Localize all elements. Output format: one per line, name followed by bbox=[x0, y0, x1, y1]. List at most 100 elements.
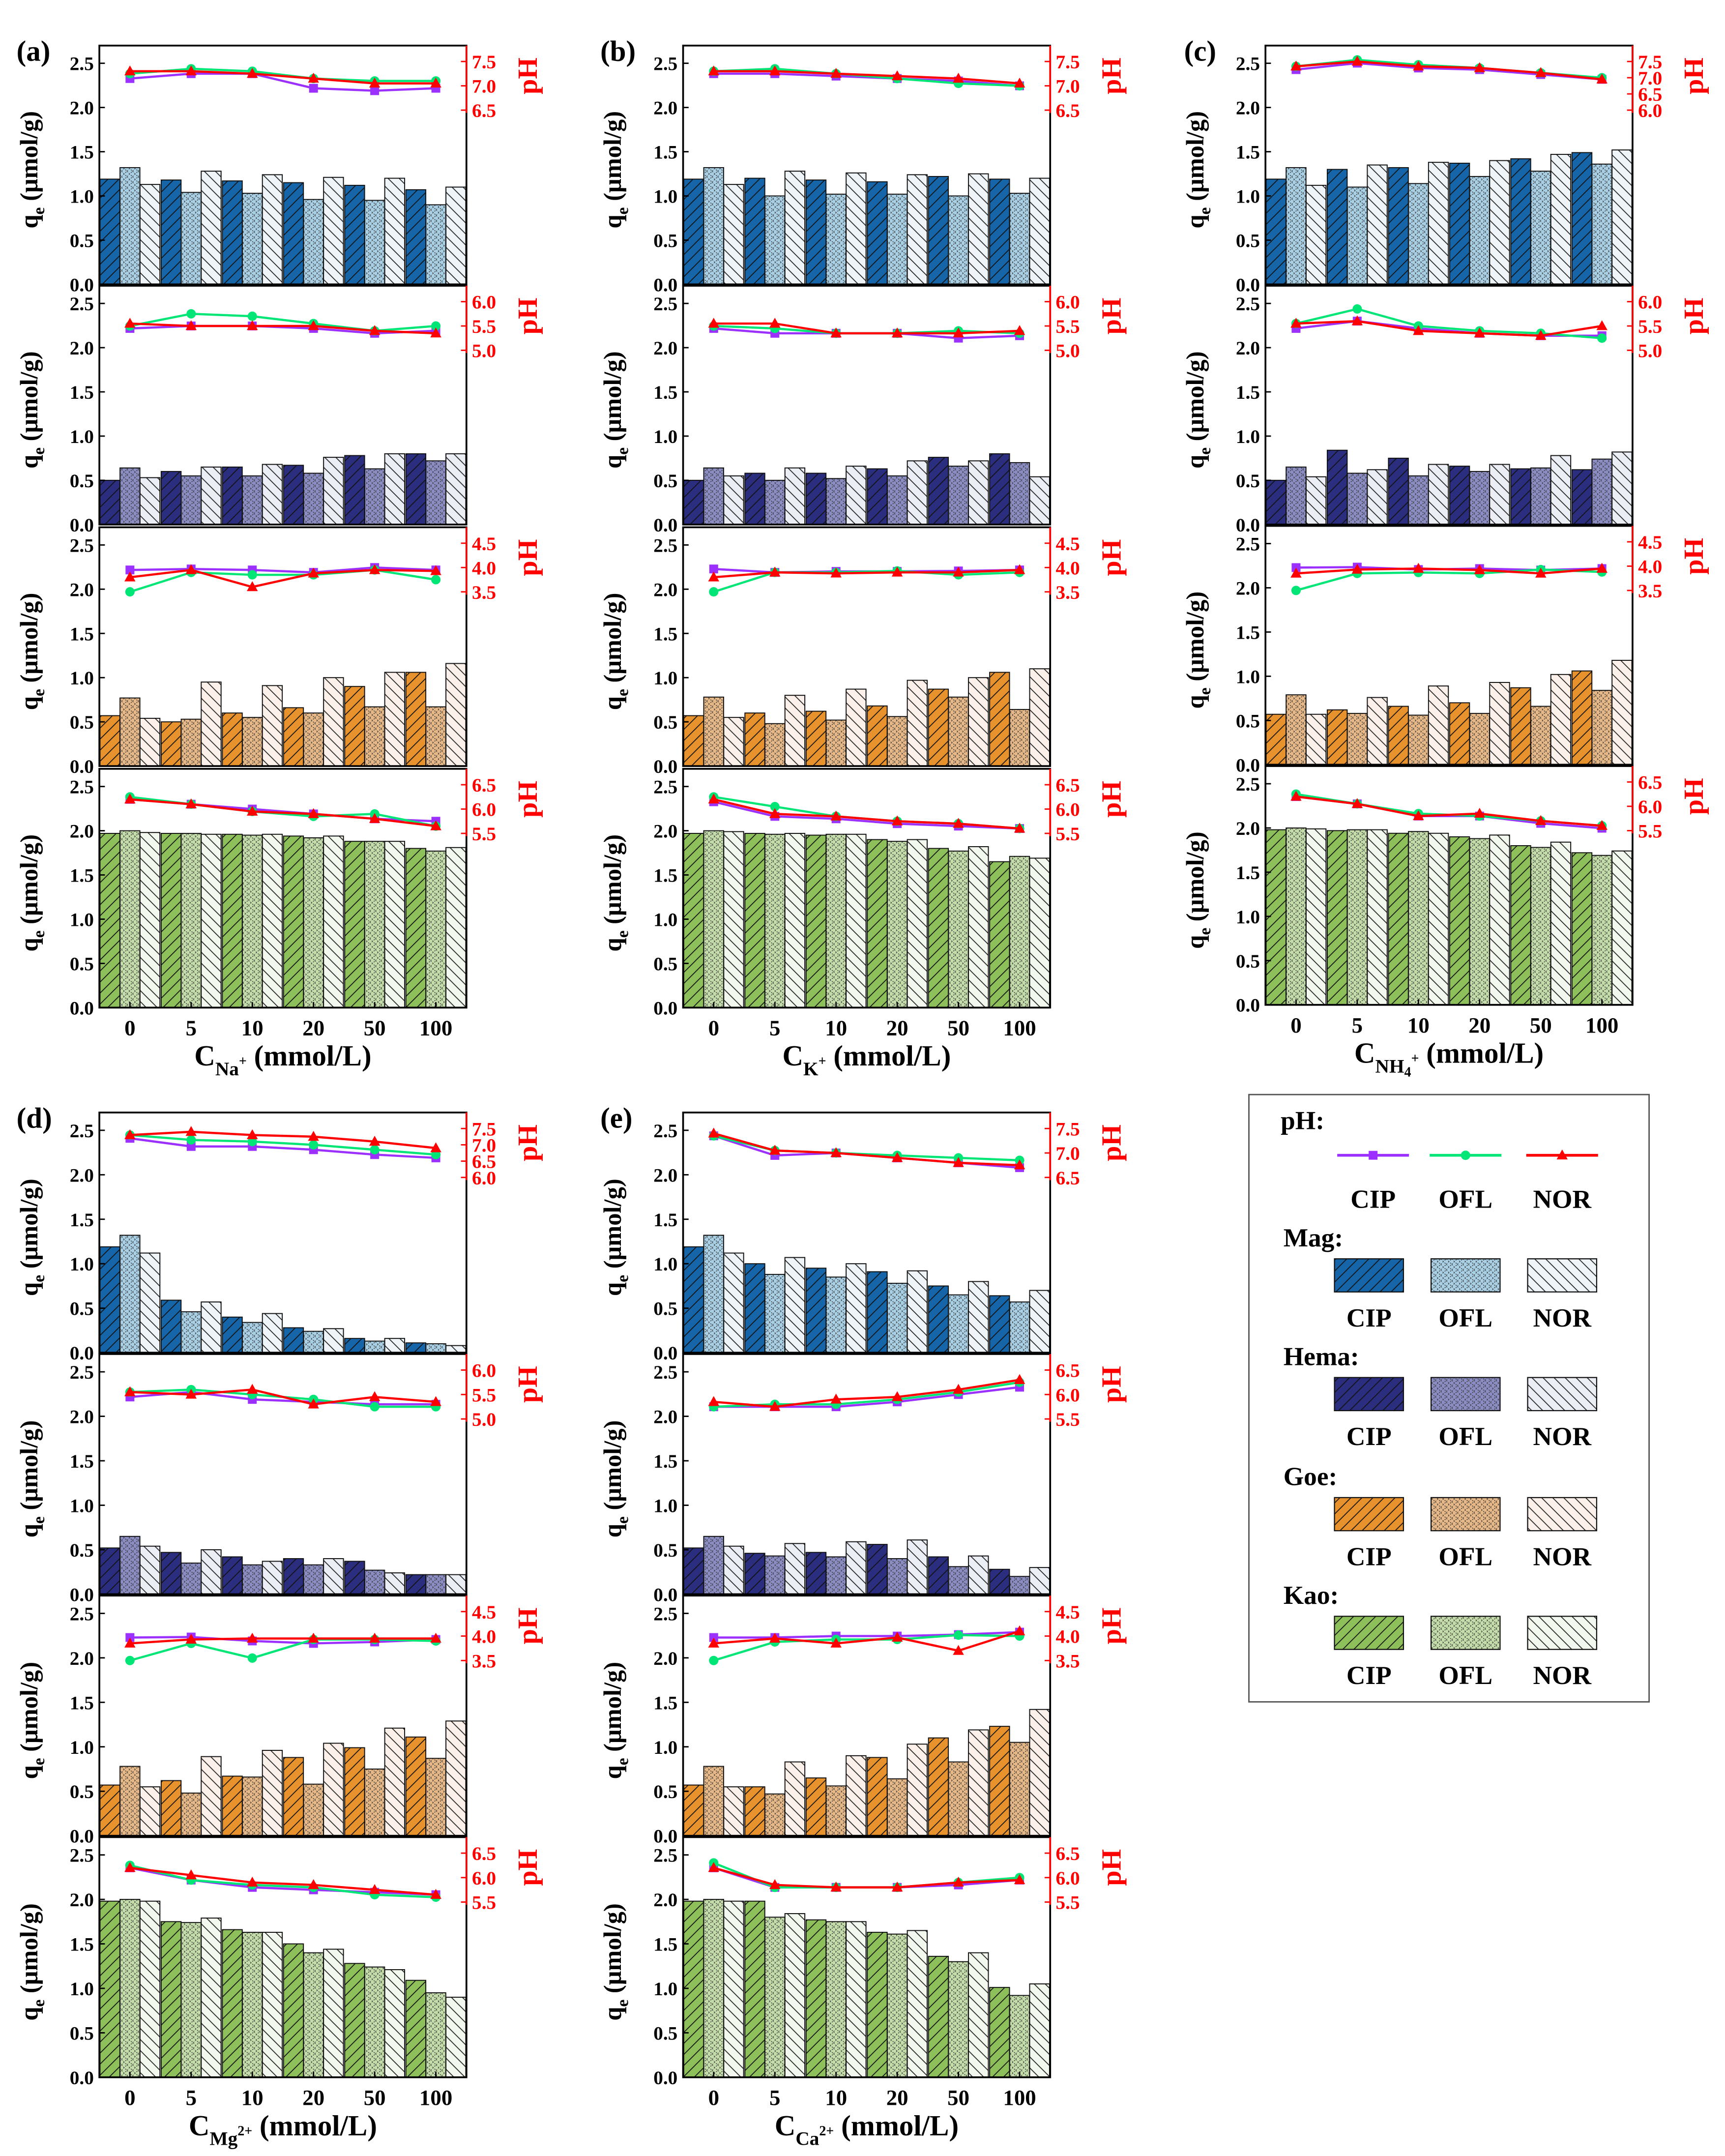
y-tick-label: 1.5 bbox=[653, 382, 677, 403]
subplot-goe: 0.0 0.5 1.0 1.5 2.0 2.5 qe (μmol/g) 3.54.0 4.5 pH bbox=[599, 1595, 1127, 1847]
bar-mag-ofl bbox=[948, 1294, 969, 1354]
y-label-main: q bbox=[15, 938, 43, 951]
bar-hema-nor bbox=[445, 453, 467, 525]
legend-swatch-nor bbox=[1527, 1616, 1598, 1650]
bar-goe-cip bbox=[683, 1784, 704, 1836]
triangle-marker bbox=[830, 1393, 842, 1404]
bar-kao-ofl bbox=[119, 830, 141, 1008]
y-label-sub: e bbox=[30, 689, 48, 696]
legend-label: CIP bbox=[1350, 1184, 1396, 1213]
ph-polyline bbox=[130, 70, 436, 85]
y-tick-label: 1.0 bbox=[70, 1495, 94, 1517]
bar-kao-ofl bbox=[425, 850, 446, 1008]
ph-line-nor bbox=[708, 65, 1025, 88]
y-axis-label: qe (μmol/g) bbox=[599, 1903, 632, 2021]
triangle-marker bbox=[1014, 1159, 1025, 1170]
bar-goe-cip bbox=[283, 707, 304, 767]
bar-hema-nor bbox=[723, 1545, 744, 1595]
legend-group-kao: Kao: CIP OFL NOR bbox=[1284, 1580, 1598, 1690]
bar-goe-nor bbox=[1305, 713, 1327, 766]
bar-hema-cip bbox=[989, 1568, 1010, 1595]
ph-tick-label: 5.5 bbox=[1056, 316, 1080, 337]
y-tick-label: 0.5 bbox=[70, 1298, 94, 1320]
subplot-hema: 0.0 0.5 1.0 1.5 2.0 2.5 qe (μmol/g) 5.0 5.56.0 pH bbox=[15, 1353, 543, 1605]
plot-frame bbox=[98, 526, 468, 767]
y-tick-label: 2.0 bbox=[1236, 818, 1260, 839]
y-label-main: q bbox=[599, 1524, 626, 1537]
legend-ph-title: pH: bbox=[1281, 1105, 1324, 1135]
triangle-marker bbox=[1596, 320, 1608, 330]
triangle-marker bbox=[1014, 325, 1025, 335]
plot-frame bbox=[682, 1353, 1052, 1595]
y-tick-label: 2.5 bbox=[1236, 773, 1260, 795]
ph-tick-label: 4.5 bbox=[1056, 533, 1080, 555]
y-tick-label: 2.0 bbox=[653, 579, 677, 600]
panel-label: (b) bbox=[600, 35, 636, 67]
y-tick-label: 1.0 bbox=[653, 667, 677, 689]
y-tick-label: 0.0 bbox=[70, 274, 94, 295]
ph-tick-label: 4.0 bbox=[1056, 557, 1080, 579]
triangle-marker bbox=[1014, 823, 1025, 833]
bar-mag-ofl bbox=[425, 1343, 446, 1354]
y-tick-label: 2.5 bbox=[1236, 53, 1260, 75]
ph-tick-label: 3.5 bbox=[1056, 582, 1080, 603]
y-label-unit: (μmol/g) bbox=[599, 1903, 626, 2000]
bar-kao-nor bbox=[323, 1949, 344, 2078]
plot-frame bbox=[682, 1111, 1052, 1354]
circle-marker bbox=[309, 1140, 319, 1150]
bar-hema-ofl bbox=[825, 1556, 847, 1595]
bar-mag-cip bbox=[99, 178, 120, 285]
x-tick-label: 100 bbox=[1003, 2085, 1036, 2110]
bar-hema-cip bbox=[867, 468, 888, 525]
bar-mag-ofl bbox=[825, 193, 847, 285]
triangle-marker bbox=[1413, 562, 1424, 573]
bar-hema-nor bbox=[968, 1555, 989, 1595]
bar-kao-cip bbox=[683, 1900, 704, 2078]
bar-kao-nor bbox=[906, 839, 928, 1008]
x-tick-label: 100 bbox=[419, 1015, 452, 1040]
bar-goe-nor bbox=[846, 1755, 867, 1836]
bar-kao-cip bbox=[1571, 852, 1593, 1005]
y-label-main: q bbox=[15, 1524, 43, 1537]
y-tick-label: 1.0 bbox=[70, 426, 94, 447]
x-tick-label: 100 bbox=[1585, 1013, 1618, 1037]
y-label-unit: (μmol/g) bbox=[15, 1179, 43, 1275]
plot-frame bbox=[682, 285, 1052, 526]
x-tick-label: 50 bbox=[1530, 1013, 1552, 1037]
bar-mag-ofl bbox=[1009, 1301, 1030, 1354]
bar-hema-nor bbox=[846, 466, 867, 525]
bar-kao-cip bbox=[344, 1963, 365, 2078]
triangle-marker bbox=[891, 1391, 903, 1401]
y-tick-label: 0.5 bbox=[70, 1539, 94, 1561]
ph-polyline bbox=[1296, 62, 1602, 81]
legend-swatch-ofl bbox=[1430, 1616, 1501, 1650]
triangle-marker bbox=[708, 65, 720, 76]
bar-hema-cip bbox=[744, 473, 765, 525]
bar-kao-ofl bbox=[303, 837, 324, 1008]
triangle-marker bbox=[708, 571, 720, 582]
legend-label: CIP bbox=[1346, 1660, 1392, 1690]
y-label-unit: (μmol/g) bbox=[15, 111, 43, 207]
bar-goe-nor bbox=[1489, 682, 1510, 766]
x-label-part: C bbox=[189, 2109, 210, 2142]
ph-tick-label: 6.0 bbox=[1056, 799, 1080, 821]
y-label-main: q bbox=[599, 938, 626, 951]
y-axis-label: qe (μmol/g) bbox=[15, 1903, 48, 2021]
circle-marker bbox=[370, 1145, 380, 1154]
bar-mag-nor bbox=[906, 1270, 928, 1354]
bar-mag-ofl bbox=[703, 167, 724, 285]
ph-axis-label: pH bbox=[1096, 539, 1127, 576]
ph-axis-label: pH bbox=[1679, 297, 1709, 334]
x-tick-label: 20 bbox=[302, 2085, 324, 2110]
bar-goe-ofl bbox=[119, 697, 141, 767]
triangle-marker bbox=[953, 327, 964, 338]
bar-kao-ofl bbox=[303, 1952, 324, 2078]
bar-mag-nor bbox=[784, 171, 806, 285]
subplot-mag: 0.0 0.5 1.0 1.5 2.0 2.5 qe (μmol/g) 6.5 7.0 7.5 pH bbox=[15, 44, 543, 295]
ph-polyline bbox=[130, 72, 436, 92]
bar-goe-cip bbox=[344, 1747, 365, 1836]
ph-polyline bbox=[130, 568, 436, 589]
bar-mag-ofl bbox=[1591, 163, 1612, 285]
bar-goe-ofl bbox=[703, 696, 724, 767]
